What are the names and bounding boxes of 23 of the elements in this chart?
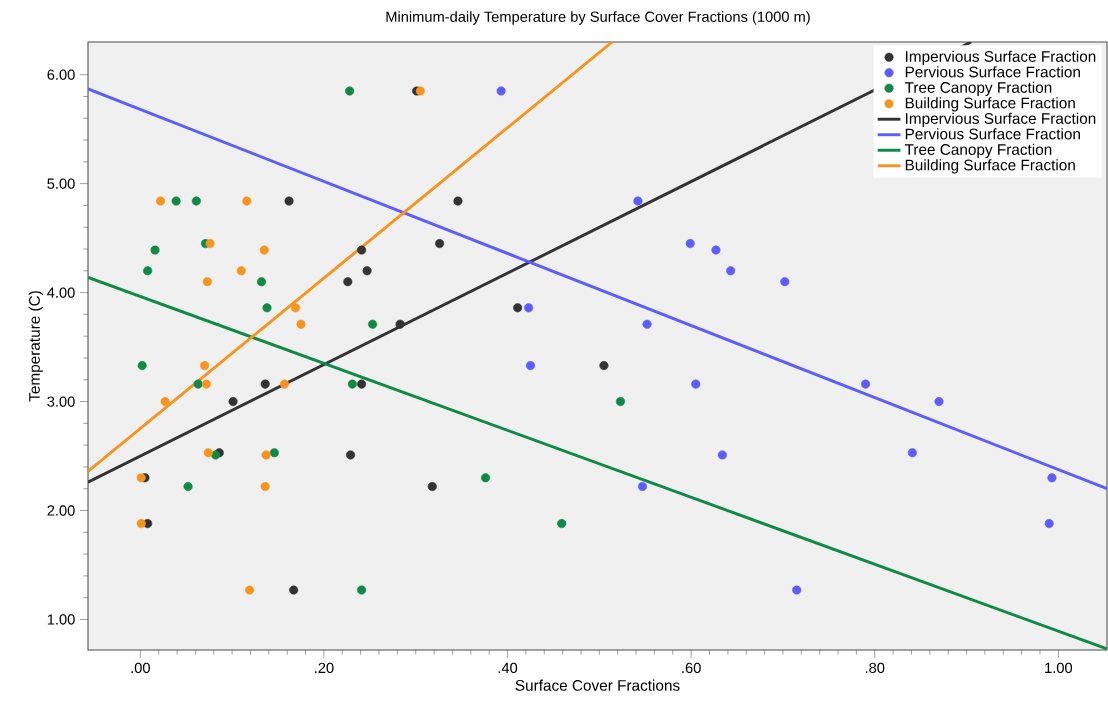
legend-label: Tree Canopy Fraction <box>904 143 1052 158</box>
x-tick-label: 1.00 <box>1045 662 1073 674</box>
y-tick-label: 3.00 <box>47 396 75 407</box>
legend-label: Pervious Surface Fraction <box>905 66 1080 78</box>
y-tick-label: 4.00 <box>47 287 75 298</box>
y-tick-label: 6.00 <box>47 69 75 80</box>
legend-label: Impervious Surface Fraction <box>905 50 1096 65</box>
y-tick-label: 2.00 <box>47 505 75 516</box>
y-axis-title: Temperature (C) <box>28 291 43 402</box>
x-axis-title: Surface Cover Fractions <box>515 679 680 691</box>
y-tick-label: 1.00 <box>47 614 75 625</box>
x-tick-label: .60 <box>682 662 701 674</box>
x-tick-label: .40 <box>498 662 518 674</box>
legend-label: Building Surface Fraction <box>905 159 1075 174</box>
legend-label: Building Surface Fraction <box>905 97 1075 112</box>
legend-label: Pervious Surface Fraction <box>905 128 1080 140</box>
chart-title: Minimum-daily Temperature by Surface Cover Fractions (1000 m) <box>386 11 810 25</box>
y-tick-label: 5.00 <box>47 178 75 189</box>
x-tick-label: .80 <box>865 662 885 674</box>
x-tick-label: .00 <box>131 662 150 674</box>
legend-label: Impervious Surface Fraction <box>905 112 1096 127</box>
x-tick-label: .20 <box>315 662 334 674</box>
legend-label: Tree Canopy Fraction <box>904 81 1052 96</box>
